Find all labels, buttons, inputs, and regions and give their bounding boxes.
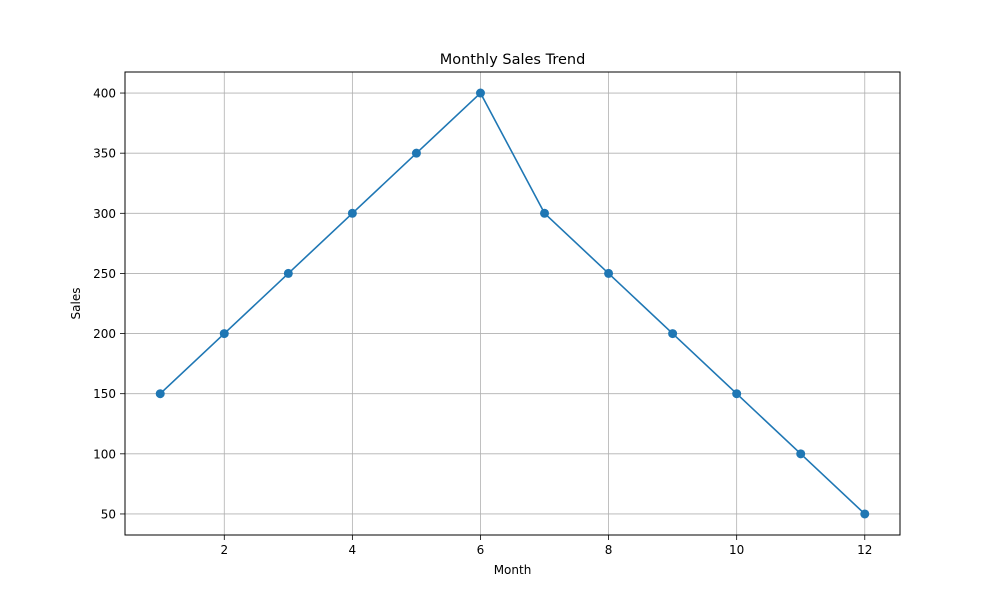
plot-frame [124,71,901,536]
x-tick-label: 6 [477,543,485,557]
y-tick-label: 50 [101,507,116,521]
y-tick-label: 200 [93,327,116,341]
data-point-marker [283,268,293,278]
chart-title: Monthly Sales Trend [440,52,586,68]
x-tick-label: 4 [349,543,357,557]
y-axis-label: Sales [69,288,83,320]
data-point-marker [155,389,165,399]
series-line [159,92,866,515]
data-point-marker [411,148,421,158]
x-tick-label: 12 [857,543,872,557]
y-tick-label: 100 [93,447,116,461]
data-point-marker [860,509,870,519]
x-tick-label: 8 [605,543,613,557]
x-tick-label: 10 [729,543,744,557]
x-axis-label: Month [494,563,532,577]
y-tick-label: 250 [93,267,116,281]
grid-lines [125,72,900,535]
data-point-marker [347,208,357,218]
y-tick-label: 350 [93,147,116,161]
axis-ticks: 2 4 6 8 10 12 50 100 150 200 250 300 350 400 [93,87,872,557]
y-tick-label: 150 [93,387,116,401]
x-tick-label: 2 [220,543,228,557]
y-tick-label: 400 [93,87,116,101]
data-point-marker [668,329,678,339]
plot-area [125,72,900,535]
data-point-marker [475,88,485,98]
data-point-marker [796,449,806,459]
y-tick-label: 300 [93,207,116,221]
data-point-marker [219,329,229,339]
data-point-marker [540,208,550,218]
data-series [155,88,870,519]
data-point-marker [732,389,742,399]
data-point-marker [604,268,614,278]
